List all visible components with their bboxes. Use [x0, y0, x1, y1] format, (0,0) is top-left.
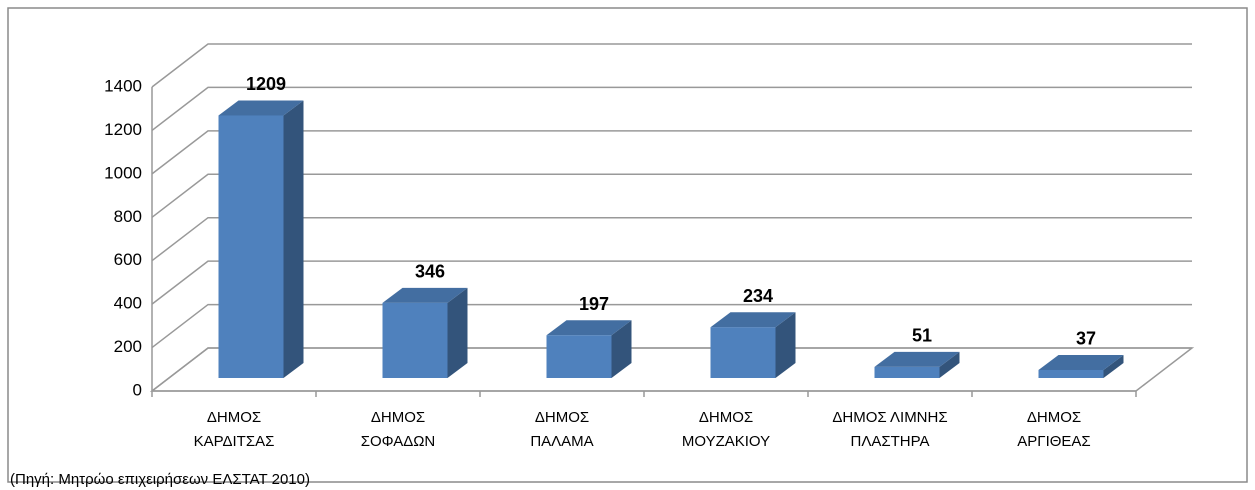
value-label: 1209: [246, 74, 286, 94]
bar-side: [775, 312, 796, 378]
bar: [1038, 369, 1104, 378]
bar-side: [611, 320, 632, 378]
bar: [546, 335, 612, 378]
y-tick-label: 1400: [104, 76, 142, 95]
bar-top: [218, 100, 304, 116]
y-tick-label: 1000: [104, 163, 142, 182]
x-tick-label: ΑΡΓΙΘΕΑΣ: [1017, 433, 1090, 450]
x-tick-label: ΚΑΡΔΙΤΣΑΣ: [194, 433, 275, 450]
value-label: 346: [415, 262, 445, 282]
x-tick-label: ΣΟΦΑΔΩΝ: [361, 433, 436, 450]
bar-side: [1103, 354, 1124, 378]
bar-top: [1038, 354, 1124, 370]
bar-top: [874, 351, 960, 367]
grid-line: [151, 216, 1192, 262]
y-tick-label: 200: [114, 337, 142, 356]
x-tick-label: ΔΗΜΟΣ: [699, 409, 753, 426]
grid-line: [151, 86, 1192, 132]
x-tick-label: ΠΛΑΣΤΗΡΑ: [850, 433, 929, 450]
value-label: 37: [1076, 329, 1096, 349]
bar-top: [546, 320, 632, 336]
bar-side: [939, 351, 960, 378]
x-tick-label: ΔΗΜΟΣ ΛΙΜΝΗΣ: [832, 409, 947, 426]
x-tick-label: ΔΗΜΟΣ: [535, 409, 589, 426]
y-tick-label: 600: [114, 250, 142, 269]
grid-line: [151, 260, 1192, 305]
value-label: 51: [912, 326, 932, 346]
bar-top: [710, 312, 796, 328]
x-tick-label: ΔΗΜΟΣ: [1027, 409, 1081, 426]
x-tick-label: ΔΗΜΟΣ: [371, 409, 425, 426]
x-tick-label: ΔΗΜΟΣ: [207, 409, 261, 426]
bar: [218, 115, 284, 378]
grid-line: [151, 303, 1192, 349]
y-tick-label: 0: [133, 380, 142, 399]
bar: [710, 327, 776, 378]
bar-side: [447, 287, 468, 378]
y-tick-label: 800: [114, 207, 142, 226]
grid-line: [151, 173, 1192, 218]
value-label: 234: [743, 286, 773, 306]
bar: [874, 366, 940, 378]
y-tick-label: 1200: [104, 120, 142, 139]
x-tick-label: ΠΑΛΑΜΑ: [530, 433, 593, 450]
x-tick-label: ΜΟΥΖΑΚΙΟΥ: [682, 433, 770, 450]
bar: [382, 302, 448, 378]
grid-line: [151, 130, 1192, 175]
y-tick-label: 400: [114, 294, 142, 313]
grid-line: [151, 347, 1192, 392]
value-label: 197: [579, 294, 609, 314]
bar-side: [283, 100, 304, 378]
bar-top: [382, 287, 468, 303]
source-note: (Πηγή: Μητρώο επιχειρήσεων ΕΛΣΤΑΤ 2010): [10, 471, 310, 488]
grid-line: [151, 43, 1192, 88]
